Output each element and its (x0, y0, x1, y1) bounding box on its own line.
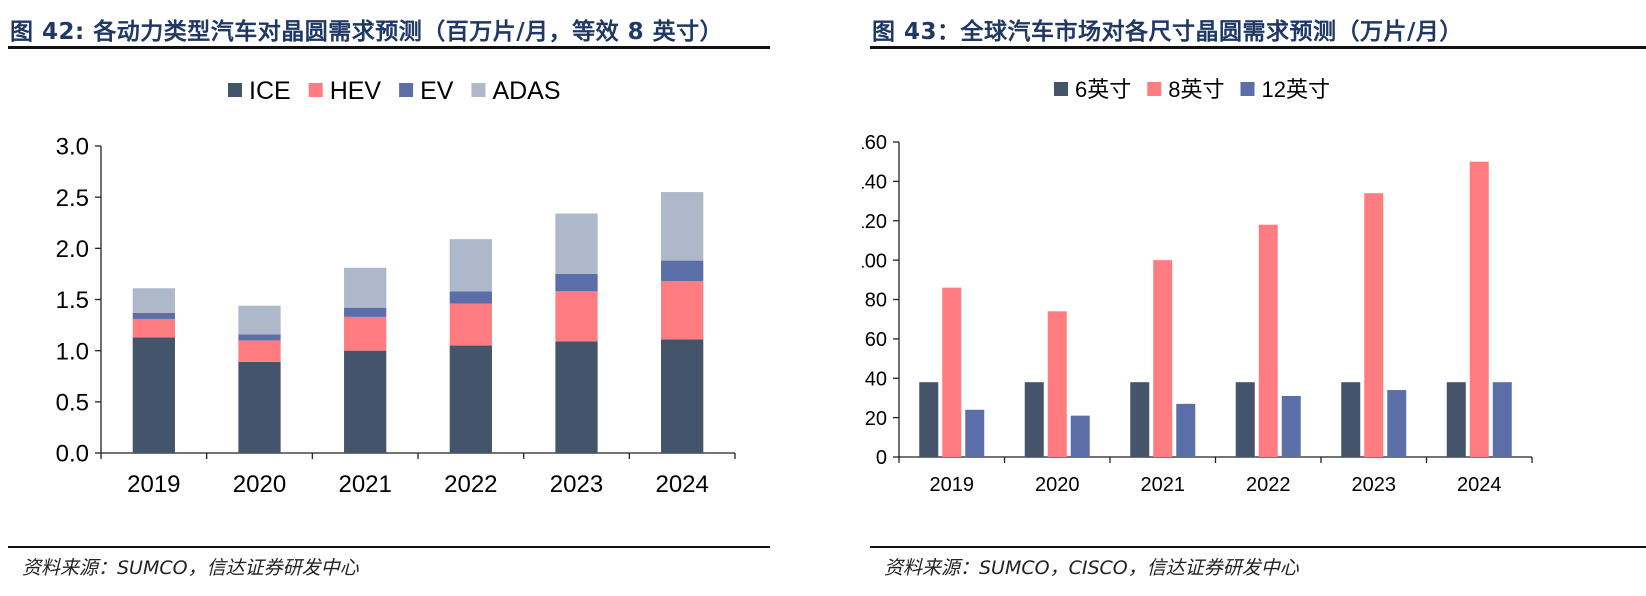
y-tick-label: 2.5 (56, 185, 89, 212)
bar-ice-2023 (555, 341, 598, 453)
bar-ev-2019 (132, 312, 175, 319)
bar-ice-2019 (132, 337, 175, 453)
x-tick-label: 2021 (1141, 474, 1186, 496)
figure-42-title: 图 42: 各动力类型汽车对晶圆需求预测（百万片/月，等效 8 英寸） (10, 19, 724, 45)
bar-adas-2020 (238, 305, 281, 335)
y-tick-label: 1.5 (56, 287, 89, 314)
legend-swatch-2 (1147, 82, 1162, 96)
x-tick-label: 2024 (1457, 474, 1502, 496)
x-tick-label: 2019 (930, 474, 975, 496)
bar-series2-2019 (942, 287, 962, 457)
bar-ev-2024 (661, 260, 704, 282)
figure-43-bottom-rule (870, 546, 1646, 548)
bar-ice-2021 (344, 350, 387, 453)
legend-label-3: 12英寸 (1262, 77, 1330, 102)
legend-label-1: ICE (249, 77, 291, 105)
figure-43-title: 图 43：全球汽车市场对各尺寸晶圆需求预测（万片/月） (872, 19, 1463, 45)
legend-swatch-1 (228, 83, 242, 97)
figure-42-chart: 0.0 0.5 1.0 1.5 2.0 2.5 3.0 2019 2020 2021 2022 202… (56, 77, 736, 498)
bar-hev-2021 (344, 316, 387, 351)
figure-43-panel: 图 43：全球汽车市场对各尺寸晶圆需求预测（万片/月） 0 20 40 60 80 100… (862, 0, 1646, 596)
legend-swatch-1 (1054, 82, 1068, 96)
legend-swatch-4 (471, 83, 486, 97)
y-tick-label: 0.5 (56, 389, 89, 416)
bar-series1-2023 (1341, 382, 1361, 457)
bar-adas-2022 (449, 239, 492, 292)
x-tick-label: 2019 (127, 471, 180, 498)
bar-ev-2023 (555, 273, 598, 292)
bar-series2-2022 (1258, 224, 1278, 457)
bar-series1-2019 (919, 382, 939, 457)
x-tick-label: 2023 (1352, 474, 1397, 496)
bar-ice-2020 (238, 361, 281, 453)
bar-adas-2023 (555, 213, 598, 274)
bar-hev-2022 (449, 303, 492, 346)
y-tick-label: 20 (865, 408, 887, 430)
y-tick-label: 0 (876, 447, 887, 469)
bar-adas-2021 (344, 267, 387, 308)
y-tick-label: 3.0 (56, 134, 89, 161)
legend-swatch-3 (1240, 82, 1255, 96)
bar-hev-2019 (132, 318, 175, 338)
figure-42-panel: 图 42: 各动力类型汽车对晶圆需求预测（百万片/月，等效 8 英寸） 0.0 0… (0, 0, 800, 596)
x-tick-label: 2023 (550, 471, 603, 498)
x-tick-label: 2022 (1246, 474, 1291, 496)
figure-42-source: 资料来源：SUMCO，信达证券研发中心 (22, 557, 359, 579)
bar-series1-2020 (1024, 382, 1044, 457)
bar-adas-2024 (661, 192, 704, 261)
figure-42-bottom-rule (8, 546, 770, 548)
figure-42-top-rule (8, 46, 770, 49)
legend-label-1: 6英寸 (1075, 77, 1131, 102)
legend-swatch-3 (399, 83, 414, 97)
y-tick-label: 100 (862, 250, 887, 272)
x-tick-label: 2020 (233, 471, 286, 498)
bar-ev-2021 (344, 307, 387, 317)
y-tick-label: 40 (865, 368, 887, 390)
y-tick-label: 140 (862, 172, 887, 194)
legend-label-2: 8英寸 (1168, 77, 1224, 102)
bar-series3-2020 (1070, 415, 1090, 457)
legend-label-2: HEV (330, 77, 382, 105)
x-tick-label: 2024 (655, 471, 708, 498)
y-tick-label: 0.0 (56, 441, 89, 468)
bar-series3-2021 (1176, 403, 1196, 457)
bar-hev-2024 (661, 281, 704, 340)
bar-ev-2020 (238, 334, 281, 341)
legend-swatch-2 (308, 83, 323, 97)
y-tick-label: 60 (865, 329, 887, 351)
y-tick-label: 2.0 (56, 236, 89, 263)
y-tick-label: 160 (862, 132, 887, 154)
legend-label-3: EV (420, 77, 454, 105)
legend-label-4: ADAS (492, 77, 560, 105)
bar-series1-2021 (1130, 382, 1150, 457)
bar-series3-2022 (1281, 395, 1301, 457)
x-tick-label: 2020 (1035, 474, 1080, 496)
bar-series1-2024 (1446, 382, 1466, 457)
bar-series2-2023 (1364, 193, 1384, 457)
x-tick-label: 2022 (444, 471, 497, 498)
bar-series3-2019 (965, 409, 985, 457)
bar-hev-2023 (555, 291, 598, 342)
bar-series3-2024 (1492, 382, 1512, 457)
bar-hev-2020 (238, 340, 281, 362)
figure-43-source: 资料来源：SUMCO，CISCO，信达证券研发中心 (884, 557, 1299, 579)
bar-ice-2024 (661, 339, 704, 453)
bar-series3-2023 (1387, 390, 1407, 457)
y-tick-label: 1.0 (56, 338, 89, 365)
bar-series2-2024 (1469, 161, 1489, 457)
bar-ice-2022 (449, 345, 492, 453)
bar-adas-2019 (132, 288, 175, 313)
bar-series2-2020 (1047, 311, 1067, 457)
bar-series2-2021 (1153, 260, 1173, 457)
y-tick-label: 80 (865, 290, 887, 312)
figure-43-chart: 0 20 40 60 80 100 120 140 160 2019 2020 2021 2022 202… (862, 77, 1533, 496)
bar-ev-2022 (449, 291, 492, 304)
x-tick-label: 2021 (338, 471, 391, 498)
y-tick-label: 120 (862, 211, 887, 233)
figure-43-top-rule (870, 46, 1646, 49)
bar-series1-2022 (1235, 382, 1255, 457)
